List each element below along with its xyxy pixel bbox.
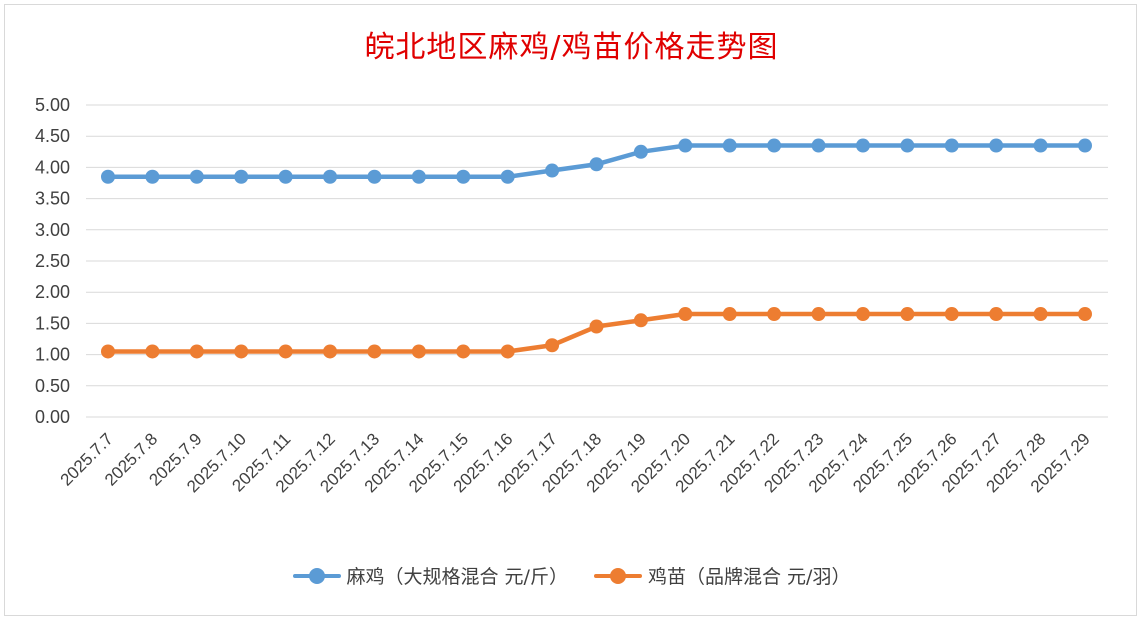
legend-item-chicken[interactable]: 麻鸡（大规格混合 元/斤） [292,562,568,589]
data-point[interactable] [1078,307,1092,322]
grid-layer [86,104,1108,418]
data-point[interactable] [900,138,915,153]
data-point[interactable] [589,319,604,334]
data-point[interactable] [855,307,870,322]
data-point[interactable] [989,138,1004,153]
chart-title: 皖北地区麻鸡/鸡苗价格走势图 [364,30,779,65]
y-tick-label: 0.00 [35,407,70,427]
y-tick-label: 1.00 [35,345,70,365]
data-point[interactable] [989,307,1004,322]
data-point[interactable] [411,344,426,359]
series-chick [101,307,1092,359]
data-point[interactable] [367,169,382,184]
y-tick-label: 2.00 [35,282,70,302]
data-point[interactable] [722,138,737,153]
data-point[interactable] [411,169,426,184]
data-point[interactable] [678,307,693,322]
data-point[interactable] [1078,138,1092,153]
data-point[interactable] [1033,138,1048,153]
data-point[interactable] [145,169,160,184]
series-chicken [101,138,1092,184]
data-point[interactable] [811,138,826,153]
data-point[interactable] [944,307,959,322]
y-axis-ticks: 0.00 0.50 1.00 1.50 2.00 2.50 3.00 3.50 4.00 4.50… [35,95,70,427]
y-tick-label: 2.50 [35,251,70,271]
y-tick-label: 5.00 [35,95,70,115]
data-point[interactable] [633,144,648,159]
data-point[interactable] [545,163,560,178]
data-point[interactable] [633,313,648,328]
data-point[interactable] [145,344,160,359]
data-point[interactable] [367,344,382,359]
data-point[interactable] [234,344,249,359]
data-point[interactable] [189,169,204,184]
y-tick-label: 4.00 [35,157,70,177]
y-tick-label: 4.50 [35,126,70,146]
data-point[interactable] [189,344,204,359]
y-tick-label: 3.00 [35,220,70,240]
x-axis-ticks: 2025.7.72025.7.82025.7.92025.7.102025.7.… [57,429,1094,496]
data-point[interactable] [767,307,782,322]
data-point[interactable] [500,344,515,359]
y-tick-label: 0.50 [35,376,70,396]
legend-swatch-chick [594,566,643,586]
data-point[interactable] [900,307,915,322]
data-point[interactable] [767,138,782,153]
series-layer [101,138,1092,359]
data-point[interactable] [456,344,471,359]
data-point[interactable] [678,138,693,153]
data-point[interactable] [545,338,560,353]
data-point[interactable] [1033,307,1048,322]
legend: 麻鸡（大规格混合 元/斤） 鸡苗（品牌混合 元/羽） [0,562,1143,591]
legend-item-chick[interactable]: 鸡苗（品牌混合 元/羽） [594,562,850,589]
y-tick-label: 1.50 [35,313,70,333]
legend-label-chick: 鸡苗（品牌混合 元/羽） [648,566,851,588]
data-point[interactable] [101,169,115,184]
data-point[interactable] [101,344,115,359]
data-point[interactable] [500,169,515,184]
data-point[interactable] [234,169,249,184]
data-point[interactable] [811,307,826,322]
data-point[interactable] [589,157,604,172]
data-point[interactable] [855,138,870,153]
data-point[interactable] [278,344,293,359]
data-point[interactable] [278,169,293,184]
data-point[interactable] [944,138,959,153]
legend-label-chicken: 麻鸡（大规格混合 元/斤） [346,566,568,588]
data-point[interactable] [323,344,338,359]
data-point[interactable] [323,169,338,184]
data-point[interactable] [456,169,471,184]
data-point[interactable] [722,307,737,322]
y-tick-label: 3.50 [35,189,70,209]
legend-swatch-chicken [292,566,341,586]
